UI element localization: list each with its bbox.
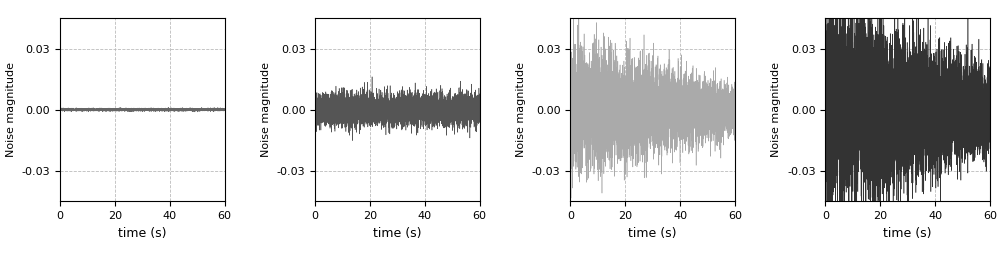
Y-axis label: Noise magnitude: Noise magnitude xyxy=(771,62,781,157)
Y-axis label: Noise magnitude: Noise magnitude xyxy=(261,62,271,157)
X-axis label: time (s): time (s) xyxy=(628,227,677,239)
X-axis label: time (s): time (s) xyxy=(373,227,422,239)
X-axis label: time (s): time (s) xyxy=(883,227,932,239)
X-axis label: time (s): time (s) xyxy=(118,227,167,239)
Y-axis label: Noise magnitude: Noise magnitude xyxy=(6,62,16,157)
Y-axis label: Noise magnitude: Noise magnitude xyxy=(516,62,526,157)
